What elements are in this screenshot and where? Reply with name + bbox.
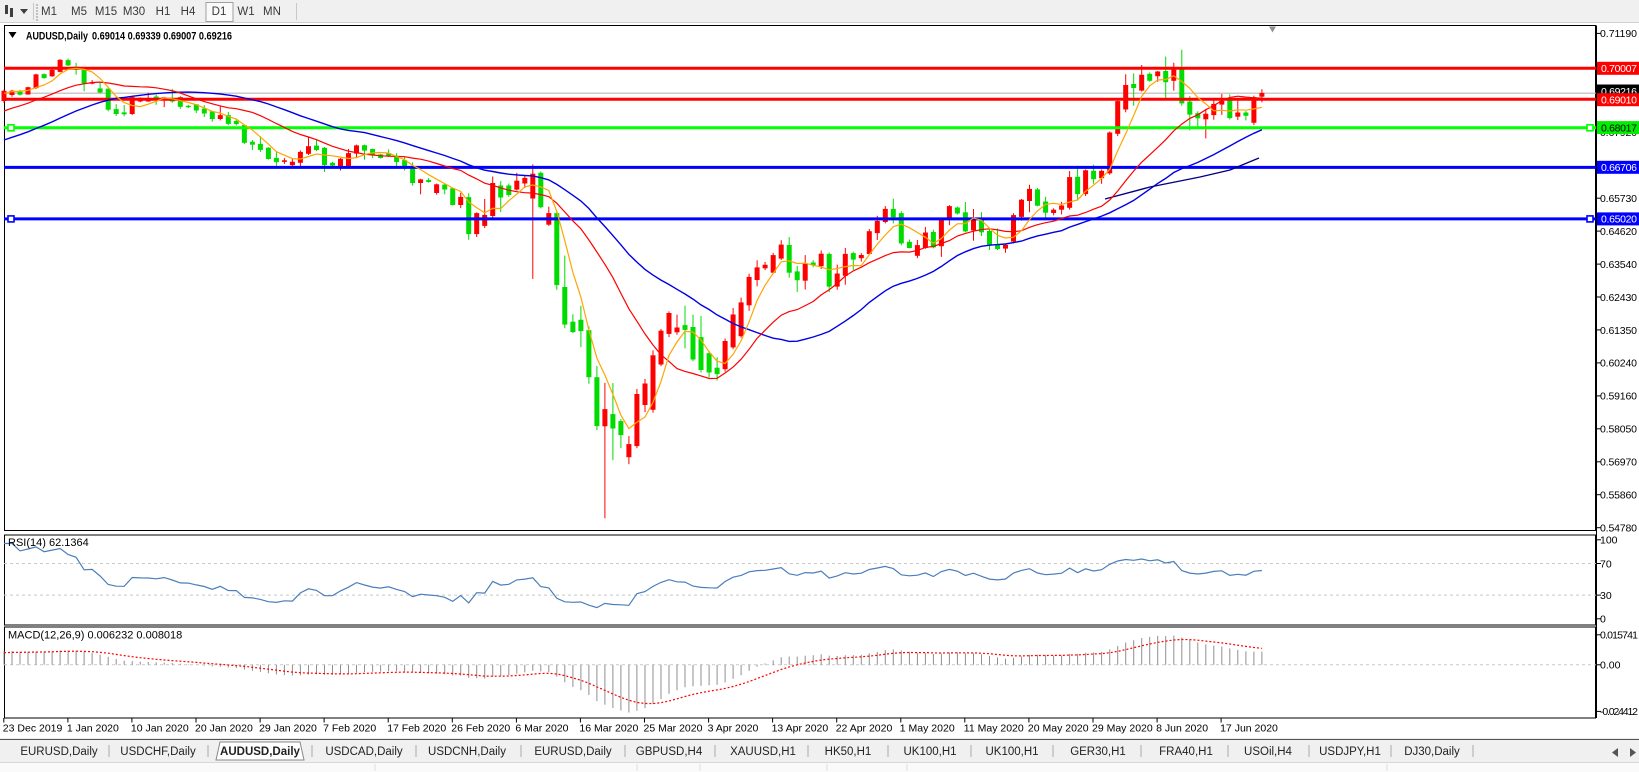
svg-text:0.55860: 0.55860 — [1600, 490, 1637, 502]
svg-text:0.70007: 0.70007 — [1601, 63, 1637, 75]
svg-text:M15: M15 — [95, 6, 117, 18]
svg-text:-0.024412: -0.024412 — [1600, 706, 1638, 718]
svg-text:13 Apr 2020: 13 Apr 2020 — [772, 723, 829, 735]
svg-text:USDCHF,Daily: USDCHF,Daily — [120, 746, 196, 758]
svg-text:FRA40,H1: FRA40,H1 — [1159, 746, 1213, 758]
svg-text:16 Mar 2020: 16 Mar 2020 — [579, 723, 638, 735]
svg-text:UK100,H1: UK100,H1 — [903, 746, 956, 758]
svg-text:HK50,H1: HK50,H1 — [825, 746, 872, 758]
svg-text:0.59160: 0.59160 — [1600, 391, 1637, 403]
svg-text:XAUUSD,H1: XAUUSD,H1 — [730, 746, 796, 758]
svg-text:0.69014 0.69339 0.69007 0.6921: 0.69014 0.69339 0.69007 0.69216 — [92, 31, 232, 43]
svg-text:0.66706: 0.66706 — [1601, 162, 1637, 174]
svg-text:10 Jan 2020: 10 Jan 2020 — [131, 723, 189, 735]
svg-text:0.61350: 0.61350 — [1600, 325, 1637, 337]
svg-text:0.65020: 0.65020 — [1601, 214, 1637, 226]
svg-text:30: 30 — [1600, 590, 1612, 602]
svg-text:W1: W1 — [237, 6, 254, 18]
svg-text:70: 70 — [1600, 558, 1612, 570]
svg-text:AUDUSD,Daily: AUDUSD,Daily — [26, 31, 89, 43]
svg-text:M1: M1 — [41, 6, 57, 18]
svg-text:20 Jan 2020: 20 Jan 2020 — [195, 723, 253, 735]
svg-text:0.56970: 0.56970 — [1600, 457, 1637, 469]
svg-text:0.58050: 0.58050 — [1600, 424, 1637, 436]
svg-text:0.60240: 0.60240 — [1600, 358, 1637, 370]
svg-text:M5: M5 — [71, 6, 87, 18]
svg-text:0.00: 0.00 — [1600, 660, 1621, 672]
svg-text:EURUSD,Daily: EURUSD,Daily — [20, 746, 98, 758]
svg-text:M30: M30 — [123, 6, 145, 18]
svg-text:8 Jun 2020: 8 Jun 2020 — [1156, 723, 1208, 735]
svg-text:6 Mar 2020: 6 Mar 2020 — [515, 723, 568, 735]
svg-text:1 May 2020: 1 May 2020 — [900, 723, 955, 735]
svg-text:29 May 2020: 29 May 2020 — [1092, 723, 1153, 735]
svg-text:0.015741: 0.015741 — [1600, 630, 1638, 642]
svg-text:USDCNH,Daily: USDCNH,Daily — [428, 746, 506, 758]
svg-text:GBPUSD,H4: GBPUSD,H4 — [636, 746, 703, 758]
svg-text:26 Feb 2020: 26 Feb 2020 — [451, 723, 510, 735]
svg-text:USOil,H4: USOil,H4 — [1244, 746, 1293, 758]
svg-text:UK100,H1: UK100,H1 — [985, 746, 1038, 758]
svg-text:17 Feb 2020: 17 Feb 2020 — [387, 723, 446, 735]
svg-text:25 Mar 2020: 25 Mar 2020 — [644, 723, 703, 735]
svg-text:EURUSD,Daily: EURUSD,Daily — [534, 746, 612, 758]
svg-text:1 Jan 2020: 1 Jan 2020 — [67, 723, 119, 735]
svg-text:USDJPY,H1: USDJPY,H1 — [1319, 746, 1381, 758]
svg-text:0.68017: 0.68017 — [1601, 122, 1637, 134]
svg-text:0.69010: 0.69010 — [1601, 95, 1637, 107]
svg-text:0.64620: 0.64620 — [1600, 226, 1637, 238]
svg-text:USDCAD,Daily: USDCAD,Daily — [325, 746, 403, 758]
svg-text:AUDUSD,Daily: AUDUSD,Daily — [220, 746, 300, 758]
svg-text:100: 100 — [1600, 535, 1618, 547]
svg-text:GER30,H1: GER30,H1 — [1070, 746, 1126, 758]
svg-text:3 Apr 2020: 3 Apr 2020 — [708, 723, 759, 735]
svg-text:D1: D1 — [212, 6, 227, 18]
svg-text:H1: H1 — [156, 6, 171, 18]
svg-text:RSI(14) 62.1364: RSI(14) 62.1364 — [8, 537, 89, 549]
svg-text:23 Dec 2019: 23 Dec 2019 — [3, 723, 63, 735]
svg-text:0.71190: 0.71190 — [1600, 28, 1637, 40]
svg-text:17 Jun 2020: 17 Jun 2020 — [1220, 723, 1278, 735]
svg-text:20 May 2020: 20 May 2020 — [1028, 723, 1089, 735]
svg-text:MN: MN — [263, 6, 281, 18]
svg-text:0.63540: 0.63540 — [1600, 259, 1637, 271]
svg-text:11 May 2020: 11 May 2020 — [964, 723, 1024, 735]
svg-text:MACD(12,26,9) 0.006232 0.00801: MACD(12,26,9) 0.006232 0.008018 — [8, 630, 182, 642]
svg-text:7 Feb 2020: 7 Feb 2020 — [323, 723, 376, 735]
svg-text:0.65730: 0.65730 — [1600, 193, 1637, 205]
svg-text:29 Jan 2020: 29 Jan 2020 — [259, 723, 317, 735]
svg-text:H4: H4 — [181, 6, 196, 18]
svg-text:DJ30,Daily: DJ30,Daily — [1404, 746, 1460, 758]
svg-text:22 Apr 2020: 22 Apr 2020 — [836, 723, 893, 735]
svg-text:0.62430: 0.62430 — [1600, 292, 1637, 304]
svg-text:0.54780: 0.54780 — [1600, 523, 1637, 535]
svg-text:0: 0 — [1600, 614, 1606, 626]
